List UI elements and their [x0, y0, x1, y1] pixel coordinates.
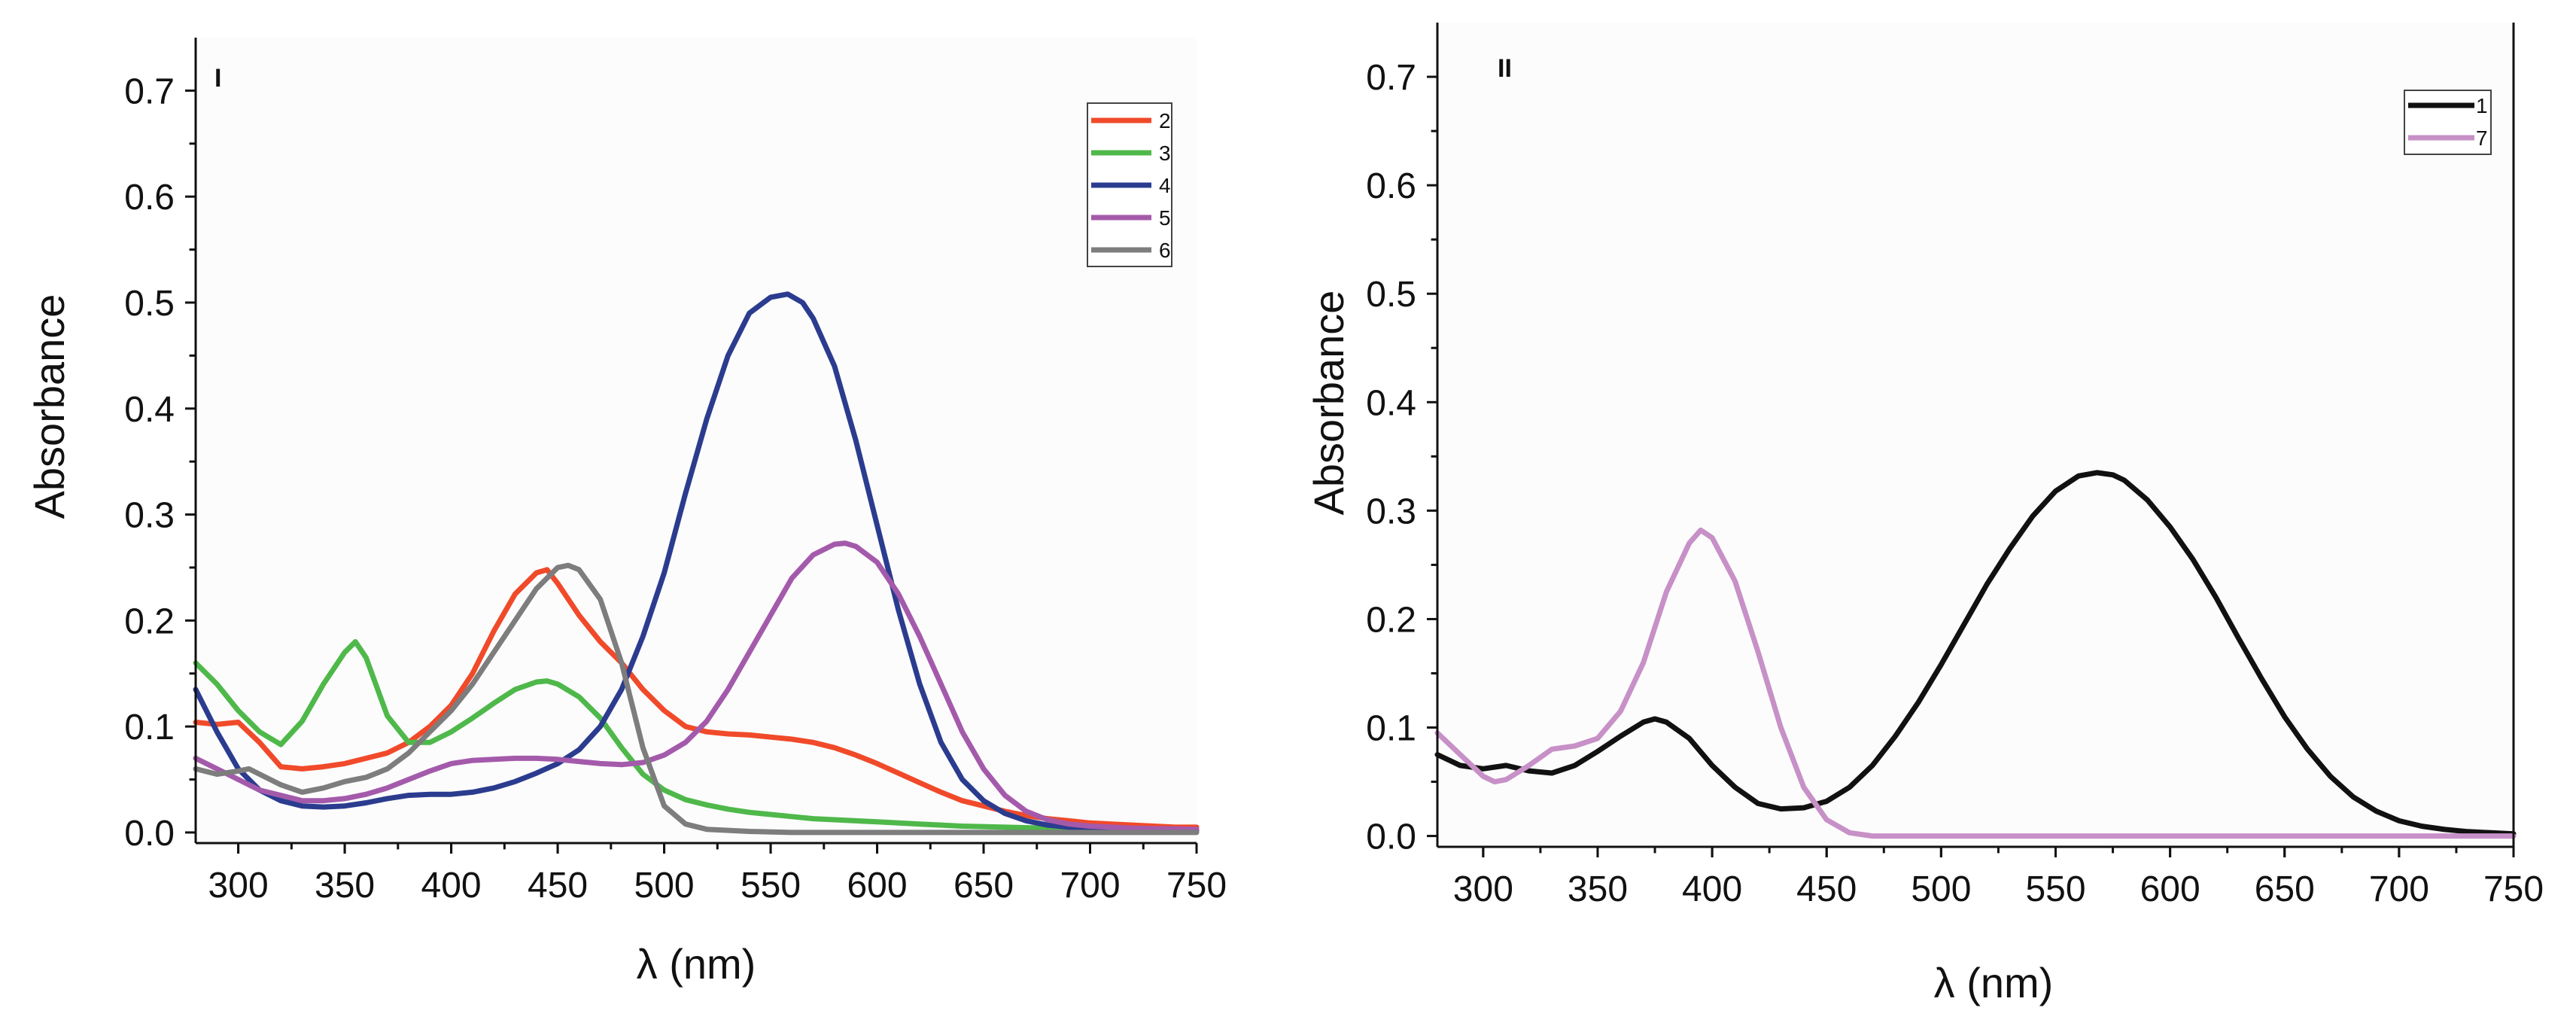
- plot-marks-I: 300 350 400 450 500 550 600 650 700 750 0.0 0.1 0.2 0…: [124, 38, 1227, 906]
- series-line-I-3: [193, 639, 1200, 833]
- y-tick-label-I-0: 0.0: [124, 814, 175, 854]
- panel-label-I: I: [214, 64, 221, 93]
- x-tick-label-I-750: 750: [1166, 866, 1227, 906]
- x-tick-label-II-700: 700: [2369, 869, 2429, 909]
- series-line-I-6: [193, 562, 1200, 836]
- x-tick-label-I-650: 650: [953, 866, 1014, 906]
- y-axis-title-I: Absorbance: [26, 294, 73, 519]
- y-axis-title-II: Absorbance: [1305, 291, 1352, 516]
- legend-label-I-5: 5: [1159, 206, 1171, 230]
- x-tick-label-II-600: 600: [2140, 869, 2200, 909]
- y-tick-label-II-3: 0.3: [1366, 492, 1416, 531]
- y-tick-label-I-4: 0.4: [124, 390, 175, 430]
- plot-marks-II: 300 350 400 450 500 550 600 650 700 750 0.0 0.1 0.2 0…: [1366, 23, 2544, 909]
- x-tick-label-I-450: 450: [528, 866, 588, 906]
- legend-label-I-4: 4: [1159, 174, 1171, 197]
- y-tick-label-II-0: 0.0: [1366, 817, 1416, 857]
- x-tick-label-II-450: 450: [1796, 869, 1857, 909]
- plot-background-II: [1437, 23, 2514, 847]
- series-line-II-1: [1434, 470, 2517, 837]
- series-line-I-4: [193, 291, 1200, 833]
- y-tick-label-I-1: 0.1: [124, 708, 175, 747]
- legend-box-II: [2404, 90, 2492, 155]
- legend-label-I-3: 3: [1159, 142, 1171, 165]
- legend-label-II-1: 1: [2476, 94, 2488, 117]
- y-tick-label-II-4: 0.4: [1366, 383, 1416, 423]
- x-tick-label-II-350: 350: [1568, 869, 1628, 909]
- legend-label-I-2: 2: [1159, 109, 1171, 132]
- x-tick-label-II-550: 550: [2025, 869, 2085, 909]
- panel-II: II λ (nm) Absorbance 300 350 400 450 500 550 6…: [1305, 23, 2544, 1006]
- x-tick-label-I-300: 300: [208, 866, 269, 906]
- x-axis-title-II: λ (nm): [1934, 959, 2054, 1006]
- x-tick-label-I-500: 500: [634, 866, 695, 906]
- legend-II: 17: [2404, 90, 2492, 155]
- y-tick-label-II-2: 0.2: [1366, 600, 1416, 640]
- y-tick-label-I-7: 0.7: [124, 72, 175, 111]
- x-tick-label-I-400: 400: [421, 866, 482, 906]
- series-line-II-7: [1434, 527, 2517, 839]
- x-tick-label-II-500: 500: [1911, 869, 1971, 909]
- x-tick-label-II-750: 750: [2483, 869, 2544, 909]
- x-tick-label-I-700: 700: [1060, 866, 1120, 906]
- legend-label-I-6: 6: [1159, 239, 1171, 262]
- x-tick-label-I-600: 600: [847, 866, 907, 906]
- y-tick-label-I-5: 0.5: [124, 284, 175, 324]
- x-tick-label-II-400: 400: [1682, 869, 1742, 909]
- y-tick-label-II-5: 0.5: [1366, 275, 1416, 315]
- y-tick-label-II-1: 0.1: [1366, 709, 1416, 749]
- y-tick-label-I-6: 0.6: [124, 178, 175, 218]
- legend-I: 2 3 4 5 6: [1087, 102, 1172, 267]
- plot-background-I: [196, 38, 1197, 843]
- x-tick-label-II-650: 650: [2255, 869, 2315, 909]
- x-tick-label-II-300: 300: [1453, 869, 1513, 909]
- x-tick-label-I-550: 550: [741, 866, 801, 906]
- panel-label-II: II: [1498, 54, 1512, 83]
- y-tick-label-I-2: 0.2: [124, 601, 175, 641]
- y-tick-label-I-3: 0.3: [124, 496, 175, 536]
- series-line-I-5: [193, 540, 1200, 833]
- y-tick-label-II-6: 0.6: [1366, 166, 1416, 206]
- y-tick-label-II-7: 0.7: [1366, 58, 1416, 98]
- x-tick-label-I-350: 350: [315, 866, 375, 906]
- legend-label-II-7: 7: [2476, 126, 2488, 150]
- panel-I: I λ (nm) Absorbance 300 350 400 450 500 550 60…: [26, 38, 1227, 988]
- series-line-I-2: [193, 567, 1200, 830]
- x-axis-title-I: λ (nm): [637, 940, 756, 988]
